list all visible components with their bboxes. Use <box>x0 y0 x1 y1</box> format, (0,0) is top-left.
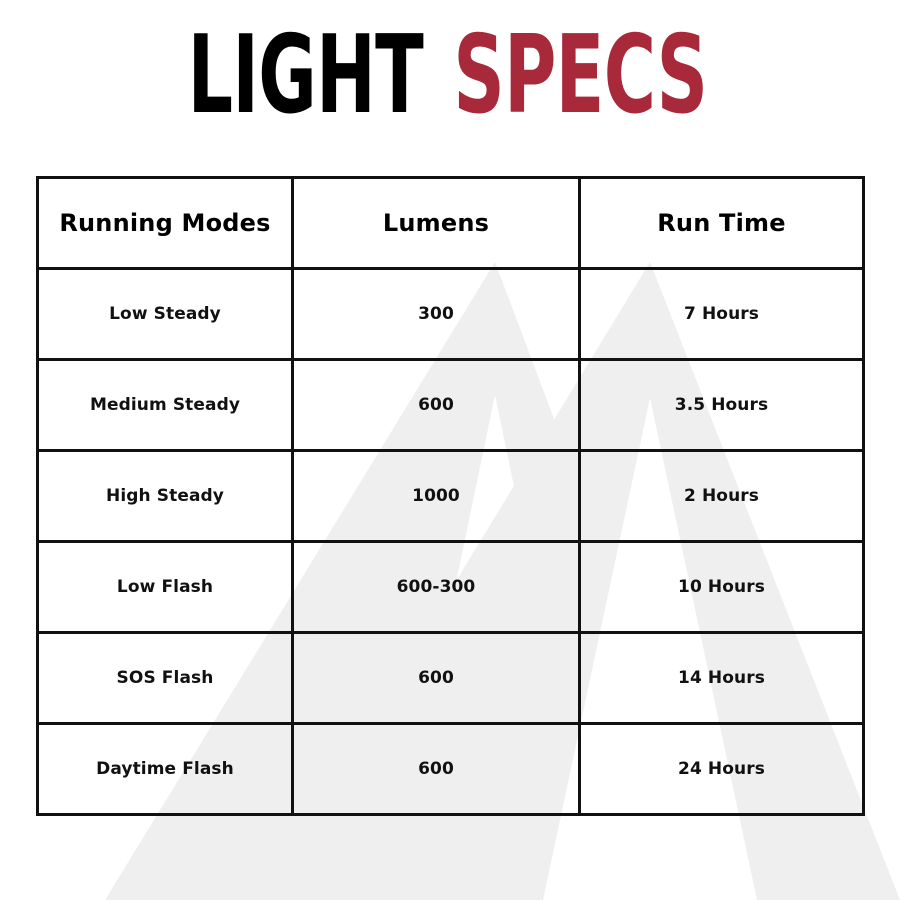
cell-lumens: 600-300 <box>291 540 581 634</box>
cell-lumens: 600 <box>291 722 581 816</box>
table-row: Low Flash 600-300 10 Hours <box>36 540 865 634</box>
cell-run-time: 10 Hours <box>578 540 865 634</box>
cell-run-time: 3.5 Hours <box>578 358 865 452</box>
table-row: Daytime Flash 600 24 Hours <box>36 722 865 816</box>
cell-mode: Low Flash <box>36 540 294 634</box>
cell-lumens: 300 <box>291 267 581 361</box>
page-title: LIGHT SPECS <box>0 22 900 130</box>
table-row: Low Steady 300 7 Hours <box>36 267 865 361</box>
column-header-run-time: Run Time <box>578 176 865 270</box>
cell-lumens: 1000 <box>291 449 581 543</box>
page-title-word-specs: SPECS <box>453 13 708 138</box>
cell-mode: Medium Steady <box>36 358 294 452</box>
cell-mode: Low Steady <box>36 267 294 361</box>
cell-run-time: 24 Hours <box>578 722 865 816</box>
cell-run-time: 7 Hours <box>578 267 865 361</box>
page-title-word-light: LIGHT <box>187 13 424 138</box>
table-row: SOS Flash 600 14 Hours <box>36 631 865 725</box>
table-row: Medium Steady 600 3.5 Hours <box>36 358 865 452</box>
cell-mode: High Steady <box>36 449 294 543</box>
cell-run-time: 14 Hours <box>578 631 865 725</box>
column-header-running-modes: Running Modes <box>36 176 294 270</box>
cell-lumens: 600 <box>291 358 581 452</box>
table-row: High Steady 1000 2 Hours <box>36 449 865 543</box>
light-specs-table: Running Modes Lumens Run Time Low Steady… <box>36 176 865 816</box>
table-header-row: Running Modes Lumens Run Time <box>36 176 865 270</box>
cell-run-time: 2 Hours <box>578 449 865 543</box>
cell-lumens: 600 <box>291 631 581 725</box>
table-body: Low Steady 300 7 Hours Medium Steady 600… <box>36 267 865 816</box>
cell-mode: SOS Flash <box>36 631 294 725</box>
cell-mode: Daytime Flash <box>36 722 294 816</box>
column-header-lumens: Lumens <box>291 176 581 270</box>
